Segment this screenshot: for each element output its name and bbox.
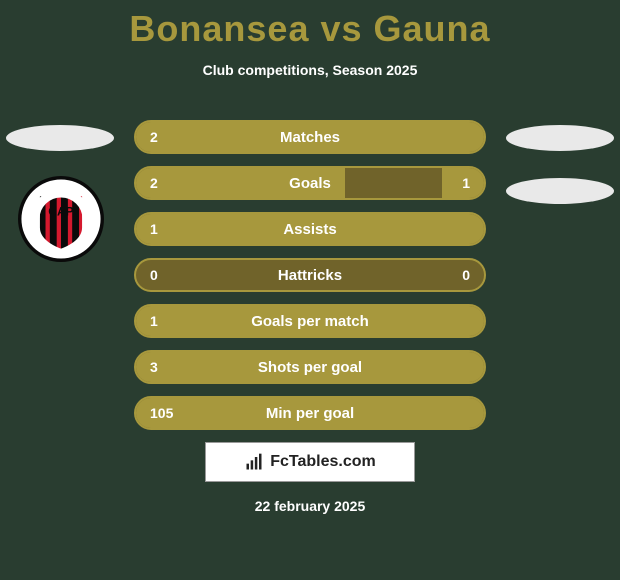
stat-row: Hattricks0 0 (134, 258, 486, 292)
bar-fill-left (136, 398, 484, 428)
page-title: Bonansea vs Gauna (0, 8, 620, 50)
bar-fill-left (136, 214, 484, 244)
brand-box[interactable]: FcTables.com (205, 442, 415, 482)
brand-icon (244, 452, 264, 472)
stat-value-left: 0 (150, 260, 158, 290)
bar-fill-right (442, 168, 484, 198)
stat-row: Assists1 (134, 212, 486, 246)
player-left-placeholder (6, 125, 114, 151)
date-label: 22 february 2025 (0, 498, 620, 514)
bar-fill-left (136, 352, 484, 382)
bar-fill-left (136, 306, 484, 336)
stat-value-right: 0 (462, 260, 470, 290)
svg-text:CAP: CAP (48, 205, 73, 219)
stat-row: Goals per match1 (134, 304, 486, 338)
comparison-bars: Matches2 Goals21 Assists1 Hattricks0 0 Goals … (134, 120, 486, 442)
bar-fill-left (136, 168, 345, 198)
player-right-placeholder-2 (506, 178, 614, 204)
stat-row: Goals21 (134, 166, 486, 200)
brand-label: FcTables.com (270, 453, 376, 471)
stat-row: Shots per goal3 (134, 350, 486, 384)
stat-row: Matches2 (134, 120, 486, 154)
player-right-placeholder-1 (506, 125, 614, 151)
bar-fill-left (136, 122, 484, 152)
stat-label: Hattricks (136, 260, 484, 290)
page-subtitle: Club competitions, Season 2025 (0, 62, 620, 78)
stat-row: Min per goal105 (134, 396, 486, 430)
club-badge: CAP (18, 176, 104, 262)
